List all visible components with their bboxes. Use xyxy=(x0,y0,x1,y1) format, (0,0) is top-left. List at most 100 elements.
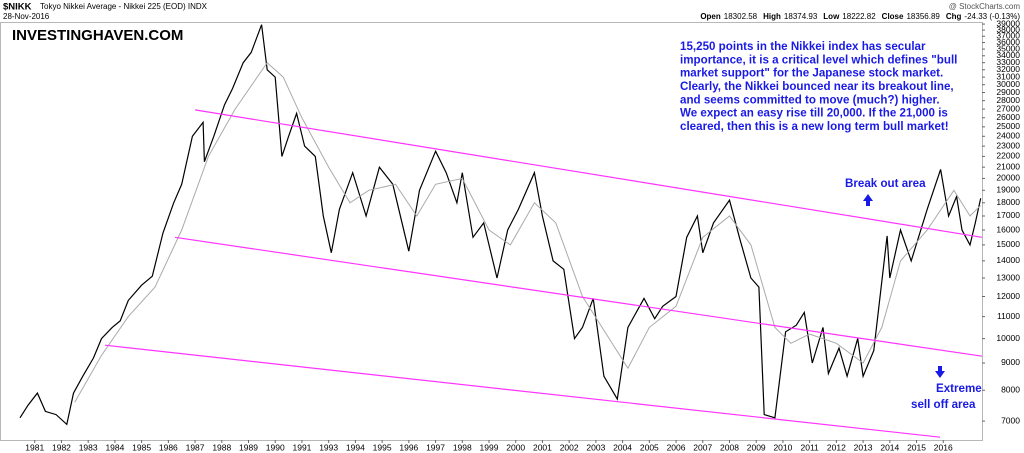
y-tick-label: 13000 xyxy=(996,272,1020,282)
x-tick-label: 1996 xyxy=(399,442,418,452)
y-tick-label: 10000 xyxy=(996,333,1020,343)
commentary: Clearly, the Nikkei bounced near its bre… xyxy=(680,80,954,93)
x-tick-label: 2005 xyxy=(640,442,659,452)
x-tick-label: 1997 xyxy=(426,442,445,452)
y-tick-label: 22000 xyxy=(996,151,1020,161)
chart-title: Tokyo Nikkei Average - Nikkei 225 (EOD) … xyxy=(40,2,208,11)
y-tick-label: 28000 xyxy=(996,95,1020,105)
y-tick-label: 17000 xyxy=(996,210,1020,220)
trend-line xyxy=(195,109,983,238)
y-tick-label: 29000 xyxy=(996,87,1020,97)
x-tick-label: 2014 xyxy=(880,442,899,452)
y-tick-label: 7000 xyxy=(1001,415,1020,425)
annotation: Break out area xyxy=(845,177,926,190)
x-tick-label: 1995 xyxy=(373,442,392,452)
y-tick-label: 39000 xyxy=(996,18,1020,28)
y-tick-label: 31000 xyxy=(996,71,1020,81)
x-tick-label: 2007 xyxy=(693,442,712,452)
annotation: sell off area xyxy=(911,398,976,411)
quote-value: -24.33 (-0.13%) xyxy=(964,12,1020,21)
commentary: market support" for the Japanese stock m… xyxy=(680,67,943,80)
x-tick-label: 2010 xyxy=(773,442,792,452)
y-tick-label: 19000 xyxy=(996,185,1020,195)
x-tick-label: 1982 xyxy=(52,442,71,452)
x-tick-label: 2012 xyxy=(827,442,846,452)
x-tick-label: 2016 xyxy=(934,442,953,452)
quote-label: Chg xyxy=(946,12,962,21)
arrow-down xyxy=(935,366,945,378)
y-tick-label: 34000 xyxy=(996,50,1020,60)
commentary: and seems committed to move (much?) high… xyxy=(680,93,940,106)
x-tick-label: 1999 xyxy=(480,442,499,452)
price-line xyxy=(19,24,982,426)
y-tick-label: 24000 xyxy=(996,131,1020,141)
x-tick-label: 2001 xyxy=(533,442,552,452)
y-tick-label: 21000 xyxy=(996,161,1020,171)
trend-line xyxy=(174,236,983,357)
y-tick-label: 37000 xyxy=(996,30,1020,40)
y-tick-label: 25000 xyxy=(996,121,1020,131)
x-tick-label: 2015 xyxy=(907,442,926,452)
quote-label: Low xyxy=(823,12,840,21)
y-tick-label: 20000 xyxy=(996,173,1020,183)
y-tick-label: 27000 xyxy=(996,103,1020,113)
commentary: We expect an easy rise till 20,000. If t… xyxy=(680,107,948,120)
x-tick-label: 1987 xyxy=(186,442,205,452)
y-tick-label: 16000 xyxy=(996,224,1020,234)
y-tick-label: 32000 xyxy=(996,64,1020,74)
x-tick-label: 2004 xyxy=(613,442,632,452)
quote-label: Open xyxy=(700,12,721,21)
x-tick-label: 1991 xyxy=(292,442,311,452)
x-tick-label: 2002 xyxy=(560,442,579,452)
y-tick-label: 26000 xyxy=(996,112,1020,122)
y-tick-label: 35000 xyxy=(996,43,1020,53)
date: 28-Nov-2016 xyxy=(3,12,50,21)
commentary: importance, it is a critical level which… xyxy=(680,53,957,66)
x-tick-label: 1989 xyxy=(239,442,258,452)
commentary: cleared, then this is a new long term bu… xyxy=(680,120,949,133)
x-tick-label: 2011 xyxy=(801,442,820,452)
x-tick-label: 1986 xyxy=(159,442,178,452)
y-tick-label: 8000 xyxy=(1001,384,1020,394)
quote-value: 18302.58 xyxy=(724,12,758,21)
trend-line xyxy=(104,344,941,438)
quote-value: 18222.82 xyxy=(842,12,876,21)
source: @ StockCharts.com xyxy=(949,2,1021,11)
quote-label: High xyxy=(763,12,781,21)
x-tick-label: 1990 xyxy=(266,442,285,452)
y-tick-label: 12000 xyxy=(996,291,1020,301)
x-tick-label: 1983 xyxy=(79,442,98,452)
y-tick-label: 15000 xyxy=(996,239,1020,249)
x-tick-label: 2006 xyxy=(667,442,686,452)
x-tick-label: 2009 xyxy=(747,442,766,452)
quote-value: 18356.89 xyxy=(906,12,940,21)
x-tick-label: 1988 xyxy=(212,442,231,452)
y-tick-label: 14000 xyxy=(996,255,1020,265)
quote-label: Close xyxy=(882,12,904,21)
y-tick-label: 33000 xyxy=(996,57,1020,67)
symbol: $NIKK xyxy=(3,2,32,13)
x-tick-label: 1998 xyxy=(453,442,472,452)
arrow-up xyxy=(863,194,873,206)
commentary: 15,250 points in the Nikkei index has se… xyxy=(680,40,926,53)
watermark: INVESTINGHAVEN.COM xyxy=(12,27,183,44)
x-tick-label: 2013 xyxy=(854,442,873,452)
x-tick-label: 1994 xyxy=(346,442,365,452)
y-tick-label: 11000 xyxy=(997,311,1020,321)
x-tick-label: 2000 xyxy=(506,442,525,452)
x-tick-label: 2003 xyxy=(586,442,605,452)
x-tick-label: 2008 xyxy=(720,442,739,452)
x-tick-label: 1981 xyxy=(25,442,44,452)
y-tick-label: 9000 xyxy=(1001,357,1020,367)
price-line xyxy=(74,61,982,403)
x-tick-label: 1985 xyxy=(132,442,151,452)
x-tick-label: 1984 xyxy=(105,442,124,452)
plot-frame xyxy=(0,22,983,441)
y-tick-label: 18000 xyxy=(996,197,1020,207)
annotation: Extreme xyxy=(936,382,982,395)
x-tick-label: 1993 xyxy=(319,442,338,452)
quote-value: 18374.93 xyxy=(784,12,818,21)
y-tick-label: 30000 xyxy=(996,79,1020,89)
y-tick-label: 38000 xyxy=(996,24,1020,34)
